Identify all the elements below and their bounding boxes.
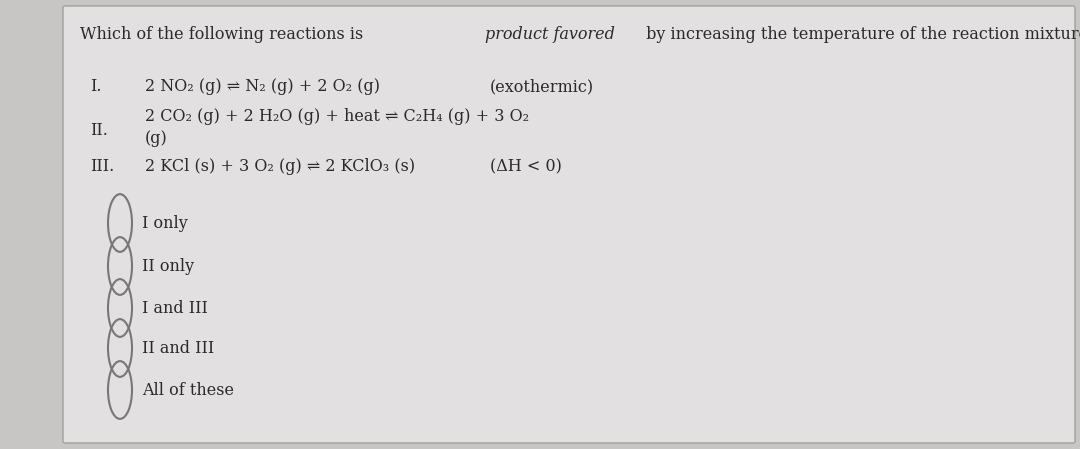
Text: I only: I only: [141, 215, 188, 232]
Text: (exothermic): (exothermic): [490, 78, 594, 95]
Text: by increasing the temperature of the reaction mixture?: by increasing the temperature of the rea…: [642, 26, 1080, 43]
Text: II and III: II and III: [141, 340, 214, 357]
Text: (g): (g): [145, 130, 167, 147]
Text: 2 KCl (s) + 3 O₂ (g) ⇌ 2 KClO₃ (s): 2 KCl (s) + 3 O₂ (g) ⇌ 2 KClO₃ (s): [145, 158, 415, 175]
Text: II only: II only: [141, 258, 194, 275]
Text: I.: I.: [90, 78, 102, 95]
Text: 2 CO₂ (g) + 2 H₂O (g) + heat ⇌ C₂H₄ (g) + 3 O₂: 2 CO₂ (g) + 2 H₂O (g) + heat ⇌ C₂H₄ (g) …: [145, 108, 529, 125]
Text: 2 NO₂ (g) ⇌ N₂ (g) + 2 O₂ (g): 2 NO₂ (g) ⇌ N₂ (g) + 2 O₂ (g): [145, 78, 380, 95]
Text: (ΔH < 0): (ΔH < 0): [490, 158, 562, 175]
Text: All of these: All of these: [141, 382, 234, 399]
Text: III.: III.: [90, 158, 114, 175]
Text: II.: II.: [90, 122, 108, 139]
Text: I and III: I and III: [141, 300, 207, 317]
FancyBboxPatch shape: [63, 6, 1075, 443]
Text: Which of the following reactions is: Which of the following reactions is: [80, 26, 368, 43]
Text: product favored: product favored: [485, 26, 616, 43]
